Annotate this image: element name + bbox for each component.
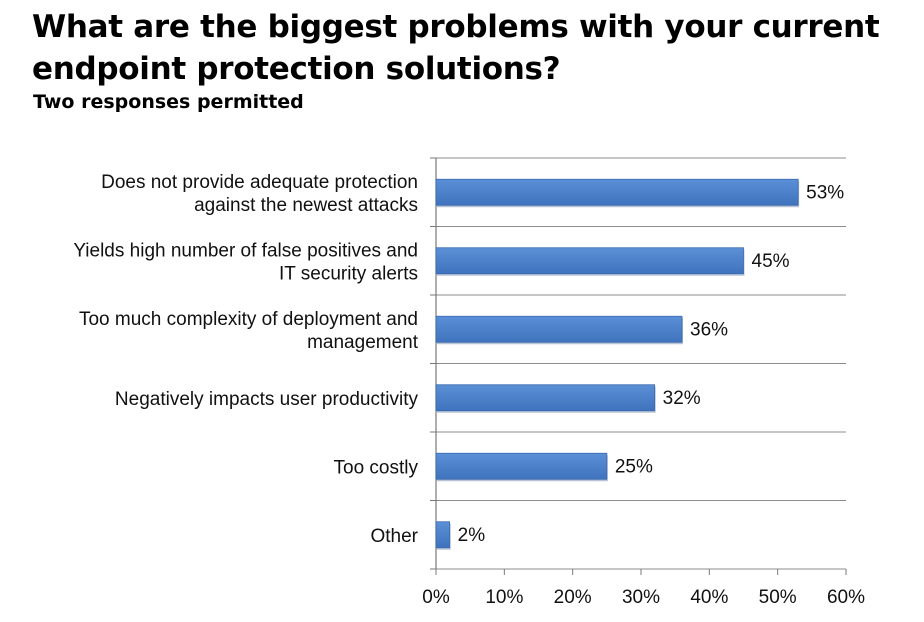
value-label: 25% bbox=[615, 456, 653, 477]
x-tick-labels: 0% 10% 20% 30% 40% 50% 60% bbox=[422, 587, 865, 608]
category-label: Yields high number of false positives an… bbox=[73, 240, 418, 284]
x-tick-label: 60% bbox=[827, 587, 865, 608]
chart-title: What are the biggest problems with your … bbox=[32, 9, 880, 87]
bar bbox=[435, 247, 744, 275]
bar bbox=[435, 315, 683, 343]
bar bbox=[435, 521, 451, 549]
category-label: Does not provide adequate protection agai… bbox=[101, 172, 418, 216]
category-labels: Does not provide adequate protection agai… bbox=[73, 172, 418, 547]
value-label: 2% bbox=[458, 525, 486, 546]
value-label: 53% bbox=[806, 182, 844, 203]
bar bbox=[435, 452, 608, 480]
bars bbox=[435, 178, 800, 550]
category-label: Too much complexity of deployment and man… bbox=[79, 309, 419, 353]
category-label: Other bbox=[370, 526, 418, 547]
value-label: 45% bbox=[752, 251, 790, 272]
chart-subtitle: Two responses permitted bbox=[33, 91, 304, 113]
category-label: Negatively impacts user productivity bbox=[115, 389, 419, 410]
x-tick-label: 30% bbox=[622, 587, 660, 608]
x-tick-label: 10% bbox=[485, 587, 523, 608]
value-label: 32% bbox=[663, 388, 701, 409]
x-tick-label: 20% bbox=[554, 587, 592, 608]
value-label: 36% bbox=[690, 319, 728, 340]
bar bbox=[435, 384, 656, 412]
value-labels: 53% 45% 36% 32% 25% 2% bbox=[458, 182, 845, 546]
x-tick-label: 50% bbox=[759, 587, 797, 608]
category-label: Too costly bbox=[334, 457, 419, 478]
axis bbox=[430, 157, 847, 575]
grid-lines bbox=[436, 157, 846, 570]
x-tick-label: 40% bbox=[690, 587, 728, 608]
x-tick-label: 0% bbox=[422, 587, 450, 608]
bar bbox=[435, 178, 799, 206]
